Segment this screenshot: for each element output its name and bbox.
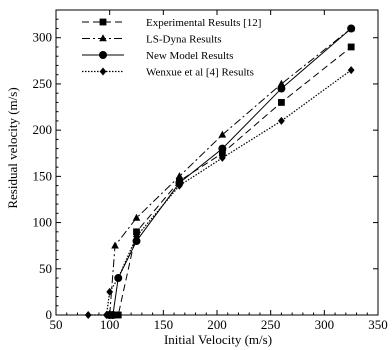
legend-entry: Experimental Results [12] (82, 17, 261, 29)
series-line (88, 69, 352, 316)
x-tick-label: 150 (154, 317, 174, 332)
legend-entry: Wenxue et al [4] Results (82, 67, 254, 79)
legend-label: Experimental Results [12] (146, 17, 261, 29)
y-tick-label: 50 (39, 261, 52, 276)
legend-marker-square (99, 18, 107, 26)
data-point-diamond (176, 181, 183, 190)
data-point-triangle (111, 241, 119, 249)
data-point-triangle (175, 172, 184, 180)
series-dashdot-triangle (105, 24, 355, 318)
data-point-circle (132, 237, 141, 246)
x-tick-label: 300 (315, 317, 335, 332)
data-point-circle (277, 84, 286, 93)
data-point-diamond (133, 232, 140, 241)
data-point-diamond (106, 287, 114, 296)
data-point-square (133, 228, 140, 236)
data-point-square (347, 43, 355, 51)
data-point-diamond (347, 66, 355, 75)
data-point-circle (347, 24, 356, 33)
data-point-square (218, 149, 226, 157)
series-line (109, 46, 352, 316)
x-axis-title: Initial Velocity (m/s) (164, 332, 272, 347)
data-point-circle (218, 144, 227, 153)
legend-marker-circle (99, 51, 107, 59)
y-tick-label: 150 (33, 168, 53, 183)
legend-entry: LS-Dyna Results (82, 34, 221, 46)
x-tick-label: 350 (368, 317, 388, 332)
y-tick-label: 200 (33, 122, 53, 137)
legend-entry: New Model Results (82, 50, 233, 62)
legend-marker-diamond (99, 67, 107, 76)
data-point-diamond (103, 311, 110, 319)
legend: Experimental Results [12] LS-Dyna Results… (82, 17, 261, 79)
legend-label: Wenxue et al [4] Results (146, 67, 254, 79)
data-point-diamond (218, 153, 226, 162)
y-axis-title: Residual velocity (m/s) (5, 87, 20, 208)
legend-label: LS-Dyna Results (146, 34, 221, 46)
x-tick-label: 200 (207, 317, 227, 332)
data-point-square (278, 99, 285, 106)
x-tick-label: 250 (261, 317, 281, 332)
y-tick-label: 100 (33, 215, 53, 230)
legend-label: New Model Results (146, 50, 233, 62)
series-dashed-square (106, 43, 355, 319)
y-tick-label: 0 (46, 307, 53, 322)
series-dotted-diamond (84, 66, 355, 319)
data-point-diamond (114, 274, 122, 283)
data-point-diamond (84, 311, 92, 319)
data-point-triangle (132, 213, 141, 221)
y-tick-label: 300 (33, 30, 53, 45)
data-point-circle (108, 311, 117, 319)
data-point-triangle (218, 130, 227, 138)
y-tick-label: 250 (33, 76, 53, 91)
data-point-square (114, 311, 122, 319)
series-layer (84, 24, 356, 319)
data-point-triangle (277, 79, 286, 87)
data-point-diamond (278, 116, 285, 125)
legend-marker-triangle (99, 34, 107, 42)
x-tick-label: 100 (100, 317, 120, 332)
x-tick-label: 50 (50, 317, 63, 332)
